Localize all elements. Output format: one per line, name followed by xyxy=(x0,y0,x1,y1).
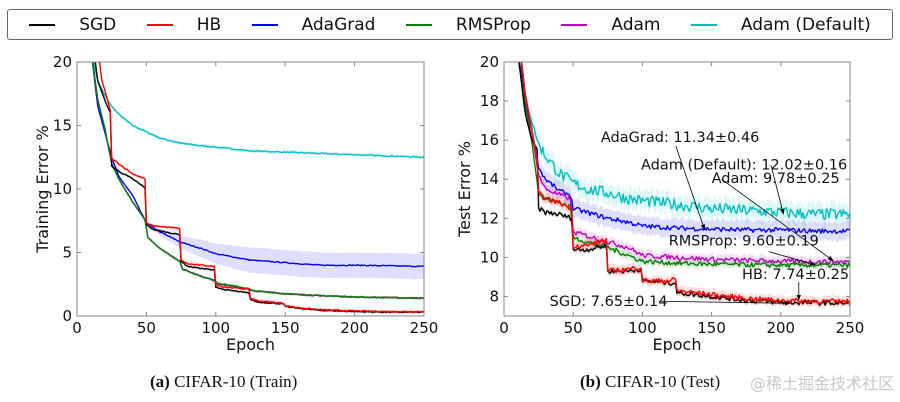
line-adam xyxy=(520,62,850,265)
y-tick-label: 0 xyxy=(62,307,72,325)
line-adam-default xyxy=(518,62,850,221)
x-tick-label: 200 xyxy=(340,319,369,337)
chart-legend: SGD HB AdaGrad RMSProp Adam Adam (Default) xyxy=(7,9,893,40)
y-tick-label: 5 xyxy=(62,244,72,262)
legend-item-adam: Adam xyxy=(561,15,660,35)
x-tick-label: 50 xyxy=(564,319,583,337)
annotation-label: AdaGrad: 11.34±0.46 xyxy=(601,130,759,146)
x-tick-label: 50 xyxy=(137,319,156,337)
legend-swatch xyxy=(690,23,717,26)
band-adagrad xyxy=(92,62,424,280)
x-tick-label: 0 xyxy=(499,319,509,337)
y-tick-label: 10 xyxy=(480,248,499,266)
legend-swatch xyxy=(146,23,173,26)
caption-train: (a) CIFAR-10 (Train) xyxy=(150,372,297,392)
annotation-label: Adam: 9.78±0.25 xyxy=(712,171,840,187)
line-adagrad xyxy=(91,62,424,268)
legend-label: SGD xyxy=(79,14,117,35)
line-rmsprop xyxy=(91,62,424,300)
caption-train-text: CIFAR-10 (Train) xyxy=(169,372,298,391)
y-tick-label: 16 xyxy=(480,131,499,149)
x-tick-label: 150 xyxy=(697,319,726,337)
annotation-arrow xyxy=(721,178,834,262)
series-group xyxy=(91,62,424,314)
y-tick-label: 12 xyxy=(480,209,499,227)
caption-test-label: (b) xyxy=(580,372,601,391)
y-tick-label: 10 xyxy=(53,180,72,198)
y-axis-label: Training Error % xyxy=(33,125,52,254)
annotation-arrow xyxy=(770,165,785,215)
x-axis-label: Epoch xyxy=(226,335,275,354)
x-tick-label: 250 xyxy=(836,319,865,337)
x-tick-label: 0 xyxy=(72,319,82,337)
x-tick-label: 100 xyxy=(201,319,230,337)
annotation-label: HB: 7.74±0.25 xyxy=(742,267,849,283)
y-tick-label: 14 xyxy=(480,170,499,188)
legend-label: HB xyxy=(196,14,222,35)
series-group xyxy=(517,62,850,309)
legend-swatch xyxy=(29,23,56,26)
caption-test-text: CIFAR-10 (Test) xyxy=(600,372,721,391)
caption-train-label: (a) xyxy=(150,372,170,391)
annotation-label: SGD: 7.65±0.14 xyxy=(550,294,668,310)
y-tick-label: 15 xyxy=(53,117,72,135)
band-adagrad xyxy=(517,62,850,243)
legend-item-adagrad: AdaGrad xyxy=(251,14,376,35)
y-tick-label: 20 xyxy=(480,53,499,71)
x-axis-label: Epoch xyxy=(653,335,702,354)
x-tick-label: 250 xyxy=(410,319,439,337)
legend-item-hb: HB xyxy=(146,14,222,35)
line-hb xyxy=(98,62,424,313)
legend-label: RMSProp xyxy=(455,14,531,35)
line-adam-default xyxy=(92,62,424,159)
legend-label: Adam xyxy=(611,14,661,35)
annotation-label: RMSProp: 9.60±0.19 xyxy=(669,234,819,250)
train-plot: 0 50 100 150 200 250 0 5 10 15 20 Epoch Training Err… xyxy=(33,53,439,354)
annotation-arrow xyxy=(675,145,706,231)
legend-swatch xyxy=(405,23,432,26)
line-rmsprop xyxy=(520,62,850,269)
legend-item-rmsprop: RMSProp xyxy=(405,14,531,35)
y-tick-label: 20 xyxy=(53,53,72,71)
y-axis-label: Test Error % xyxy=(455,141,474,238)
plot-frame xyxy=(503,61,851,317)
test-plot: 0 50 100 150 200 250 8 10 12 14 16 18 20 Epoch Test Er… xyxy=(455,53,865,354)
annotation-arrow xyxy=(768,251,816,266)
y-tick-label: 18 xyxy=(480,92,499,110)
legend-item-sgd: SGD xyxy=(29,15,116,35)
caption-test: (b) CIFAR-10 (Test) xyxy=(580,372,720,392)
line-hb xyxy=(520,62,850,305)
watermark: @稀土掘金技术社区 xyxy=(750,374,895,393)
legend-label: AdaGrad xyxy=(301,14,376,35)
line-sgd xyxy=(94,62,424,314)
x-tick-label: 200 xyxy=(766,319,795,337)
legend-item-adam-default: Adam (Default) xyxy=(690,14,871,35)
legend-swatch xyxy=(561,23,588,26)
annotation-arrow xyxy=(659,300,791,306)
line-sgd xyxy=(518,62,850,306)
x-tick-label: 100 xyxy=(628,319,657,337)
band-adam-default xyxy=(93,62,424,160)
y-tick-label: 8 xyxy=(489,287,499,305)
annotation-label: Adam (Default): 12.02±0.16 xyxy=(641,157,847,173)
line-adagrad xyxy=(518,62,850,235)
legend-label: Adam (Default) xyxy=(740,14,871,35)
x-tick-label: 150 xyxy=(271,319,300,337)
legend-swatch xyxy=(251,23,278,26)
